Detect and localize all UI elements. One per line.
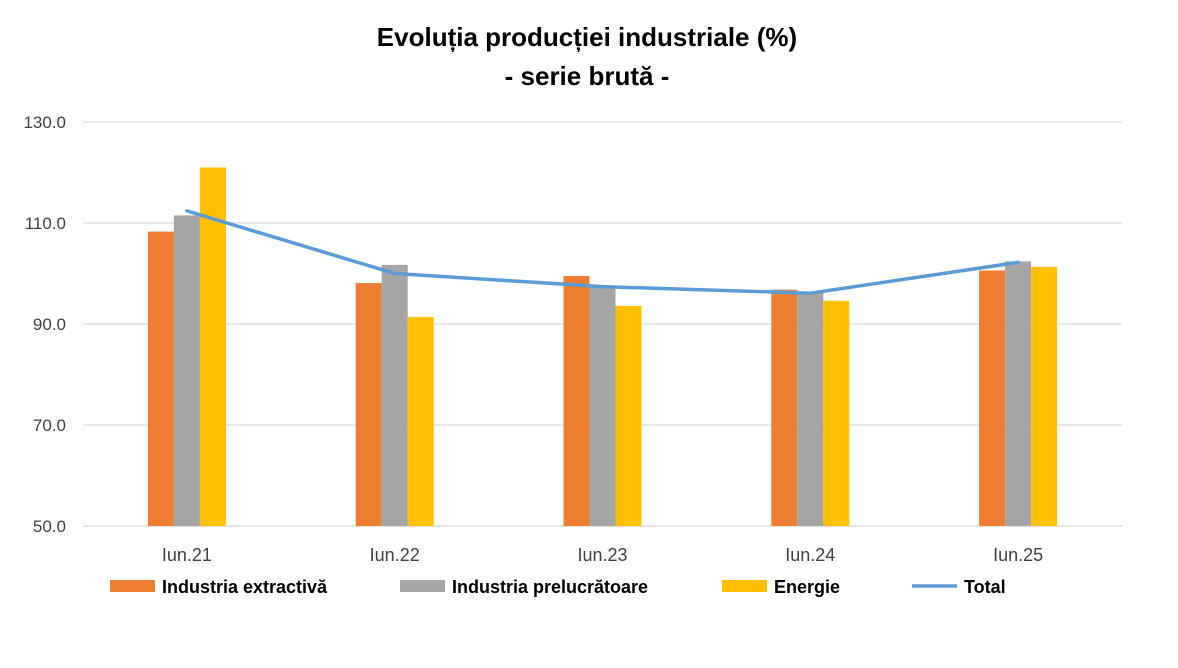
- bar-energie: [615, 305, 642, 526]
- bar-industria-extractiv-: [563, 276, 590, 526]
- bar-industria-prelucr-toare: [173, 215, 200, 527]
- bar-industria-extractiv-: [147, 231, 174, 526]
- bar-industria-extractiv-: [771, 289, 798, 526]
- legend-label-energie: Energie: [774, 577, 840, 597]
- x-tick-label: Iun.23: [577, 545, 627, 565]
- y-tick-label: 130.0: [23, 113, 66, 132]
- bar-industria-prelucr-toare: [1005, 261, 1032, 526]
- bar-industria-prelucr-toare: [589, 286, 616, 526]
- chart-subtitle: - serie brută -: [505, 61, 670, 91]
- bar-energie: [407, 316, 434, 526]
- bar-industria-prelucr-toare: [797, 292, 824, 526]
- bar-energie: [823, 300, 850, 526]
- bar-energie: [1031, 266, 1058, 526]
- x-tick-label: Iun.25: [993, 545, 1043, 565]
- bar-industria-extractiv-: [979, 270, 1006, 526]
- legend-label-industria-extractiv-: Industria extractivă: [162, 577, 328, 597]
- total-line-layer: [185, 209, 1020, 295]
- legend-swatch-industria-prelucr-toare: [400, 580, 445, 592]
- legend-swatch-industria-extractiv-: [110, 580, 155, 592]
- x-tick-label: Iun.24: [785, 545, 835, 565]
- y-tick-label: 50.0: [33, 517, 66, 536]
- x-tick-label: Iun.21: [162, 545, 212, 565]
- y-tick-label: 90.0: [33, 315, 66, 334]
- bars: [147, 167, 1058, 527]
- bar-industria-extractiv-: [355, 283, 382, 526]
- y-axis-ticks: 130.0 110.0 90.0 70.0 50.0: [23, 113, 66, 536]
- total-line: [185, 209, 1020, 295]
- legend-swatch-energie: [722, 580, 767, 592]
- chart-title: Evoluția producției industriale (%): [377, 22, 797, 52]
- bar-energie: [199, 167, 226, 526]
- legend-label-total: Total: [964, 577, 1006, 597]
- y-tick-label: 110.0: [25, 214, 66, 233]
- legend-label-industria-prelucr-toare: Industria prelucrătoare: [452, 577, 648, 597]
- legend: Industria extractivă Industria prelucrăto…: [110, 577, 1006, 597]
- bar-industria-prelucr-toare: [381, 264, 408, 526]
- x-axis-ticks: Iun.21 Iun.22 Iun.23 Iun.24 Iun.25: [162, 545, 1043, 565]
- y-tick-label: 70.0: [33, 416, 66, 435]
- x-tick-label: Iun.22: [370, 545, 420, 565]
